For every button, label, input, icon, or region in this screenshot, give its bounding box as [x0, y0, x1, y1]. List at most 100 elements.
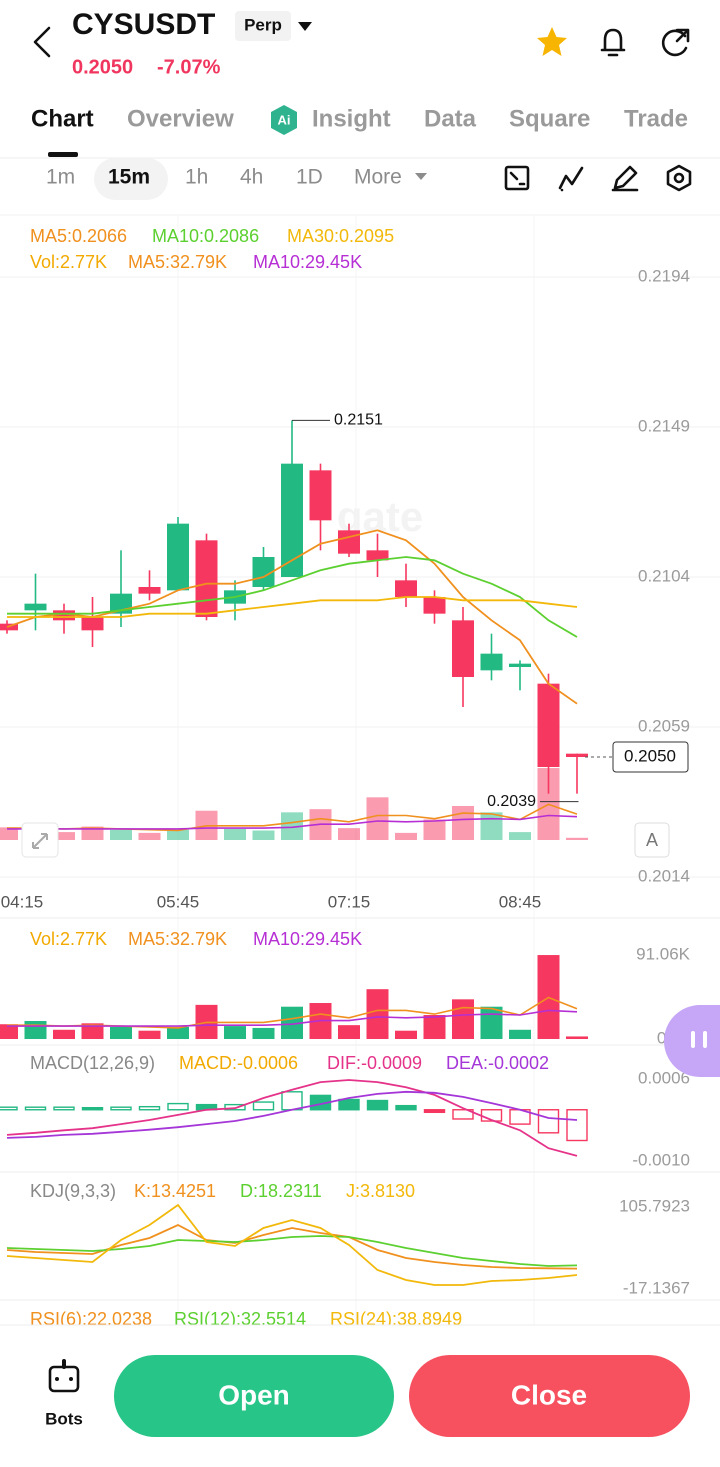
fullscreen-button[interactable]	[21, 822, 59, 858]
candle-body	[338, 530, 360, 554]
indicator-line	[7, 596, 578, 618]
y-tick-label: 105.7923	[619, 1196, 690, 1215]
volume-bar-overlay	[395, 832, 417, 840]
volume-bar-overlay	[338, 828, 360, 840]
legend-item: J:3.8130	[346, 1181, 415, 1201]
tab[interactable]: Square	[509, 105, 590, 132]
tab[interactable]: Overview	[127, 105, 234, 132]
candle-body	[509, 663, 531, 667]
candle-body	[24, 603, 47, 611]
volume-bar	[0, 1024, 18, 1039]
icon-glyph	[611, 165, 639, 192]
interval[interactable]: 4h	[240, 166, 263, 189]
alert-bell[interactable]	[600, 28, 626, 57]
legend-item: MACD(12,26,9)	[30, 1053, 155, 1073]
volume-bar-overlay	[138, 832, 161, 840]
interval-selected-bg	[94, 158, 168, 200]
indicator-line	[6, 1079, 578, 1157]
volume-bar	[110, 1027, 132, 1039]
icon-dot	[673, 172, 685, 184]
legend-item: MA10:29.45K	[253, 252, 362, 272]
legend-item: K:13.4251	[134, 1181, 216, 1201]
y-tick-label: 0.2149	[638, 416, 690, 435]
legend-item: MACD:-0.0006	[179, 1053, 298, 1073]
macd-bar	[566, 1109, 588, 1142]
chart-type-button[interactable]	[504, 165, 530, 191]
indicator-line	[6, 1203, 578, 1286]
bots-button[interactable]: Bots	[45, 1359, 83, 1428]
candle-body	[167, 523, 189, 591]
volume-bar-overlay	[167, 829, 189, 840]
share[interactable]	[661, 28, 690, 57]
tab-indicator	[48, 152, 78, 157]
share-icon	[661, 28, 690, 57]
macd-bar	[81, 1106, 104, 1111]
indicator-button[interactable]	[558, 166, 584, 192]
indicator-line	[6, 1090, 578, 1139]
macd-bar	[24, 1106, 47, 1111]
draw-button[interactable]	[611, 165, 639, 192]
volume-ma-overlay	[7, 814, 578, 830]
interval[interactable]: 1m	[46, 166, 75, 189]
legend-item: DEA:-0.0002	[446, 1053, 549, 1073]
interval[interactable]: 1D	[296, 166, 323, 189]
ai-icon: Ai	[271, 105, 297, 135]
macd-bar	[281, 1091, 303, 1111]
volume-bar-overlay	[281, 812, 303, 840]
open-button[interactable]: Open	[114, 1355, 394, 1437]
high-label: 0.2151	[334, 412, 383, 429]
volume-bar-overlay	[0, 827, 18, 840]
symbol-dropdown[interactable]	[298, 22, 312, 31]
badge: Perp	[244, 15, 282, 34]
interval[interactable]: More	[354, 166, 402, 189]
volume-bar-overlay	[366, 797, 389, 840]
tab[interactable]: Trade	[624, 105, 688, 132]
x-tick-label: 08:45	[499, 892, 542, 911]
back-button[interactable]	[33, 26, 51, 58]
candle-body	[53, 610, 75, 621]
bell-icon	[600, 28, 626, 57]
icon-glyph	[509, 171, 526, 186]
indicator-line	[7, 1009, 578, 1027]
volume-bar-overlay	[110, 829, 132, 840]
volume-bar	[480, 1006, 503, 1039]
candle-body	[423, 597, 446, 614]
candle-body	[195, 540, 218, 617]
low-label: 0.2039	[487, 793, 536, 810]
legend-item: MA5:32.79K	[128, 252, 227, 272]
volume-bar	[53, 1029, 75, 1039]
macd-bar	[452, 1109, 474, 1120]
y-tick-label: -0.0010	[632, 1150, 690, 1169]
interval[interactable]: 15m	[108, 166, 150, 189]
auto-scale-button[interactable]: A	[634, 822, 670, 858]
legend-item: KDJ(9,3,3)	[30, 1181, 116, 1201]
volume-bar	[24, 1021, 47, 1039]
button-frame	[634, 822, 670, 858]
close-button[interactable]: Close	[409, 1355, 690, 1437]
candle-body	[566, 753, 588, 757]
candle-body	[480, 653, 503, 671]
legend-item: MA5:32.79K	[128, 929, 227, 949]
legend-item: MA10:29.45K	[253, 929, 362, 949]
tab[interactable]: Data	[424, 105, 477, 132]
tab[interactable]: Chart	[31, 105, 94, 132]
settings-button[interactable]	[666, 164, 692, 192]
indicator-line	[6, 529, 578, 705]
ai-glyph: Ai	[278, 112, 291, 127]
candle-body	[281, 463, 303, 577]
icon-glyph	[558, 166, 584, 192]
y-tick-label: -17.1367	[623, 1278, 690, 1297]
expand-glyph	[32, 833, 48, 849]
interval[interactable]: 1h	[185, 166, 208, 189]
y-tick-label: 91.06K	[636, 944, 691, 963]
tab[interactable]: Insight	[312, 105, 391, 132]
price: 0.2050	[72, 56, 133, 78]
badge-bg	[235, 11, 291, 41]
volume-bar-overlay	[452, 806, 474, 840]
change: -7.07%	[157, 56, 221, 78]
more-caret	[415, 173, 427, 180]
macd-bar	[138, 1105, 161, 1111]
favorite-star[interactable]	[537, 27, 567, 56]
macd-bar	[366, 1099, 389, 1111]
